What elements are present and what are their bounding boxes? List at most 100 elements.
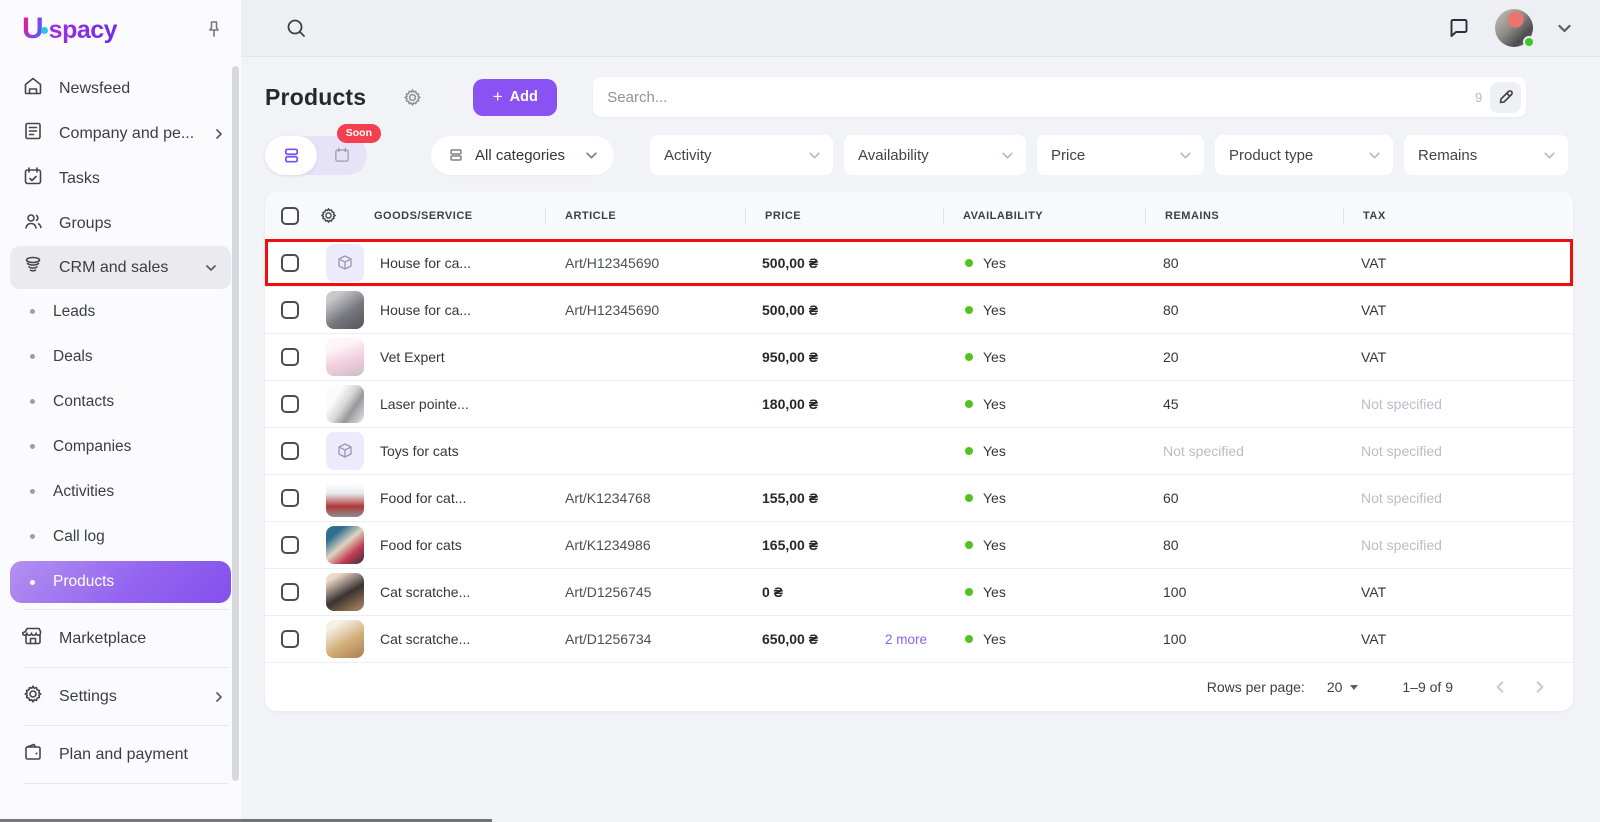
sidebar-item-tasks[interactable]: Tasks	[0, 156, 241, 201]
sidebar-item-activities[interactable]: Activities	[0, 469, 241, 514]
table-row[interactable]: Food for cat... Art/K1234768 155,00 ₴ Ye…	[265, 475, 1573, 522]
list-view-button[interactable]	[265, 135, 317, 175]
sub-item-label: Deals	[53, 347, 93, 365]
product-price: 180,00 ₴	[762, 396, 819, 412]
sidebar-item-deals[interactable]: Deals	[0, 334, 241, 379]
next-page-icon[interactable]	[1533, 680, 1547, 694]
row-checkbox[interactable]	[281, 630, 299, 648]
availability-value: Yes	[983, 584, 1006, 600]
product-remains: 80	[1163, 537, 1179, 553]
product-tax: Not specified	[1361, 396, 1442, 412]
gear-icon	[22, 683, 44, 710]
chevron-down-icon	[1369, 151, 1380, 159]
sidebar: U spacy Newsfeed Company and pe... Tasks…	[0, 0, 241, 822]
sidebar-item-settings[interactable]: Settings	[0, 674, 241, 719]
product-article: Art/D1256734	[565, 631, 652, 647]
table-row[interactable]: House for ca... Art/H12345690 500,00 ₴ Y…	[265, 239, 1573, 287]
row-checkbox[interactable]	[281, 254, 299, 272]
table-row[interactable]: Cat scratche... Art/D1256734 650,00 ₴ 2 …	[265, 616, 1573, 663]
chevron-down-icon	[809, 151, 820, 159]
pagination-range: 1–9 of 9	[1402, 679, 1453, 695]
row-checkbox[interactable]	[281, 583, 299, 601]
sidebar-item-crm-and-sales[interactable]: CRM and sales	[10, 246, 231, 289]
filter-activity[interactable]: Activity	[650, 135, 834, 175]
sub-item-label: Call log	[53, 527, 105, 545]
company-icon	[22, 120, 44, 147]
sidebar-item-contacts[interactable]: Contacts	[0, 379, 241, 424]
chevron-down-icon	[586, 151, 597, 159]
row-checkbox[interactable]	[281, 395, 299, 413]
rows-per-page-select[interactable]: 20	[1327, 679, 1359, 695]
previous-page-icon[interactable]	[1493, 680, 1507, 694]
table-row[interactable]: Cat scratche... Art/D1256745 0 ₴ Yes 100…	[265, 569, 1573, 616]
sidebar-item-marketplace[interactable]: Marketplace	[0, 616, 241, 661]
page-title: Products	[265, 83, 367, 110]
table-row[interactable]: House for ca... Art/H12345690 500,00 ₴ Y…	[265, 287, 1573, 334]
table-row[interactable]: Food for cats Art/K1234986 165,00 ₴ Yes …	[265, 522, 1573, 569]
filter-product-type[interactable]: Product type	[1215, 135, 1394, 175]
product-tax: Not specified	[1361, 537, 1442, 553]
sidebar-item-leads[interactable]: Leads	[0, 289, 241, 334]
categories-dropdown[interactable]: All categories	[431, 135, 615, 175]
product-name: House for ca...	[380, 255, 472, 271]
sidebar-item-company-and-people[interactable]: Company and pe...	[0, 111, 241, 156]
product-thumb	[326, 526, 364, 564]
pagination: Rows per page: 20 1–9 of 9	[265, 663, 1573, 711]
chat-icon[interactable]	[1447, 16, 1471, 40]
product-price: 500,00 ₴	[762, 255, 819, 271]
page-settings-gear-icon[interactable]	[402, 87, 423, 108]
sidebar-item-plan-and-payment[interactable]: Plan and payment	[0, 732, 241, 777]
column-header-goods: GOODS/SERVICE	[374, 209, 473, 222]
search-input[interactable]	[607, 88, 1476, 106]
profile-chevron-down-icon[interactable]	[1557, 21, 1572, 36]
more-prices-link[interactable]: 2 more	[884, 631, 927, 647]
chevron-down-icon	[1544, 151, 1555, 159]
row-checkbox[interactable]	[281, 301, 299, 319]
sidebar-item-newsfeed[interactable]: Newsfeed	[0, 66, 241, 111]
pin-icon[interactable]	[205, 20, 223, 38]
add-product-button[interactable]: + Add	[473, 78, 558, 116]
product-name: Vet Expert	[380, 349, 445, 365]
sidebar-menu: Newsfeed Company and pe... Tasks Groups …	[0, 58, 241, 784]
product-tax: VAT	[1361, 255, 1387, 271]
home-icon	[22, 75, 44, 102]
global-search-icon[interactable]	[285, 17, 308, 40]
table-row[interactable]: Laser pointe... 180,00 ₴ Yes 45 Not spec…	[265, 381, 1573, 428]
availability-dot	[965, 259, 973, 267]
row-checkbox[interactable]	[281, 536, 299, 554]
online-status-dot	[1523, 36, 1535, 48]
edit-filter-button[interactable]	[1490, 81, 1522, 113]
table-row[interactable]: Toys for cats Yes Not specified Not spec…	[265, 428, 1573, 475]
filter-price[interactable]: Price	[1037, 135, 1205, 175]
table-header: GOODS/SERVICE ARTICLE PRICE AVAILABILITY…	[265, 192, 1573, 240]
list-view-icon	[284, 147, 298, 163]
product-name: Food for cat...	[380, 490, 467, 506]
product-article: Art/K1234986	[565, 537, 651, 553]
user-avatar[interactable]	[1495, 9, 1535, 48]
bullet-icon	[30, 534, 35, 539]
row-checkbox[interactable]	[281, 489, 299, 507]
select-all-checkbox[interactable]	[281, 206, 299, 225]
divider	[24, 725, 229, 726]
product-thumb	[326, 573, 364, 611]
logo-dot	[40, 26, 48, 34]
sidebar-item-call-log[interactable]: Call log	[0, 514, 241, 559]
sidebar-item-groups[interactable]: Groups	[0, 201, 241, 246]
filter-remains[interactable]: Remains	[1404, 135, 1569, 175]
tasks-calendar-icon	[22, 165, 44, 192]
product-remains: 80	[1163, 302, 1179, 318]
bullet-icon	[30, 579, 35, 585]
row-checkbox[interactable]	[281, 348, 299, 366]
column-settings-gear-icon[interactable]	[319, 206, 338, 225]
availability-dot	[965, 588, 973, 596]
filter-availability[interactable]: Availability	[844, 135, 1027, 175]
sidebar-item-companies[interactable]: Companies	[0, 424, 241, 469]
table-row[interactable]: Vet Expert 950,00 ₴ Yes 20 VAT	[265, 334, 1573, 381]
row-checkbox[interactable]	[281, 442, 299, 460]
calendar-view-button[interactable]	[317, 146, 367, 164]
product-remains: 20	[1163, 349, 1179, 365]
uspacy-logo[interactable]: U spacy	[22, 12, 118, 46]
sidebar-scrollbar[interactable]	[232, 66, 239, 781]
wallet-icon	[22, 741, 44, 768]
sidebar-item-products[interactable]: Products	[10, 561, 231, 603]
